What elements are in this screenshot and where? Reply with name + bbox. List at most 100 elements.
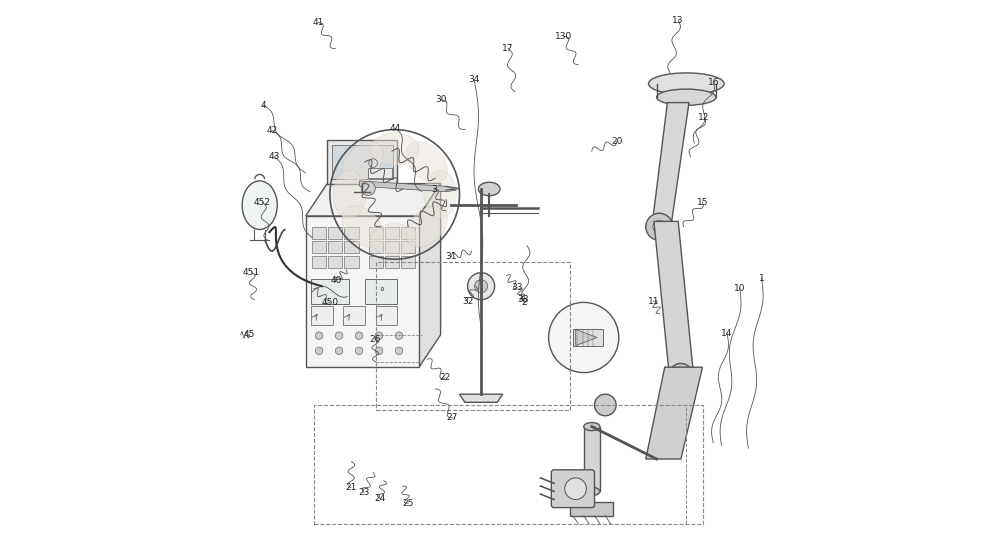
- Text: 451: 451: [243, 268, 260, 277]
- Bar: [570, 502, 613, 516]
- Text: 34: 34: [468, 76, 480, 84]
- Polygon shape: [646, 367, 702, 459]
- Text: 23: 23: [358, 488, 370, 497]
- Bar: [401, 241, 415, 253]
- Bar: [401, 255, 415, 268]
- Polygon shape: [576, 329, 597, 346]
- Text: 14: 14: [721, 329, 732, 338]
- Circle shape: [355, 347, 363, 355]
- Text: 32: 32: [462, 297, 473, 306]
- Polygon shape: [360, 181, 457, 192]
- Text: 20: 20: [611, 137, 622, 146]
- Bar: [369, 241, 383, 253]
- Text: 22: 22: [439, 374, 451, 382]
- Bar: [311, 306, 333, 325]
- Circle shape: [355, 332, 363, 340]
- Text: 16: 16: [708, 78, 719, 86]
- Bar: [328, 241, 342, 253]
- Circle shape: [475, 280, 488, 293]
- Bar: [327, 140, 397, 184]
- Text: 11: 11: [648, 297, 659, 306]
- Ellipse shape: [584, 422, 600, 431]
- Circle shape: [549, 302, 619, 373]
- Circle shape: [375, 332, 383, 340]
- Circle shape: [653, 220, 666, 233]
- Bar: [328, 227, 342, 239]
- Bar: [344, 255, 359, 268]
- Text: 24: 24: [374, 494, 386, 503]
- Text: 38: 38: [517, 295, 529, 304]
- Circle shape: [468, 273, 495, 300]
- Text: 31: 31: [446, 252, 457, 261]
- Ellipse shape: [242, 181, 277, 230]
- Ellipse shape: [657, 89, 716, 105]
- Text: 452: 452: [254, 198, 271, 207]
- Polygon shape: [419, 184, 441, 367]
- Text: 21: 21: [345, 483, 357, 492]
- Ellipse shape: [370, 133, 419, 165]
- Circle shape: [669, 363, 693, 387]
- Bar: [401, 227, 415, 239]
- Ellipse shape: [424, 170, 456, 219]
- Ellipse shape: [370, 224, 419, 256]
- Text: 15: 15: [697, 198, 708, 207]
- Bar: [369, 255, 383, 268]
- Ellipse shape: [406, 141, 447, 183]
- Text: 40: 40: [330, 276, 342, 285]
- Text: 43: 43: [269, 152, 280, 161]
- Bar: [314, 405, 702, 524]
- Text: 450: 450: [321, 298, 338, 307]
- Bar: [365, 279, 397, 303]
- Circle shape: [335, 332, 343, 340]
- Circle shape: [565, 478, 586, 500]
- Bar: [344, 227, 359, 239]
- Bar: [311, 279, 349, 303]
- Text: 25: 25: [403, 499, 414, 508]
- Circle shape: [335, 347, 343, 355]
- Bar: [312, 255, 326, 268]
- Text: 1: 1: [758, 274, 764, 282]
- Polygon shape: [651, 103, 689, 232]
- Bar: [312, 241, 326, 253]
- Polygon shape: [306, 184, 441, 216]
- Text: 30: 30: [435, 96, 446, 104]
- FancyBboxPatch shape: [551, 470, 594, 508]
- Circle shape: [646, 213, 673, 240]
- Polygon shape: [460, 394, 503, 402]
- Text: 17: 17: [502, 44, 514, 53]
- Text: 42: 42: [266, 126, 278, 135]
- Bar: [376, 306, 397, 325]
- Text: 45: 45: [244, 330, 255, 339]
- Circle shape: [395, 332, 403, 340]
- Text: 3: 3: [431, 185, 437, 193]
- Circle shape: [315, 347, 323, 355]
- Ellipse shape: [584, 487, 600, 496]
- Ellipse shape: [406, 206, 447, 247]
- Text: 2: 2: [521, 298, 527, 307]
- Text: 33: 33: [512, 284, 523, 292]
- Text: 44: 44: [390, 124, 401, 133]
- Text: 41: 41: [312, 18, 324, 27]
- Ellipse shape: [342, 206, 383, 247]
- Circle shape: [361, 181, 375, 195]
- Circle shape: [375, 347, 383, 355]
- Bar: [369, 227, 383, 239]
- Text: 26: 26: [369, 335, 380, 343]
- Bar: [385, 255, 399, 268]
- Text: 12: 12: [698, 113, 710, 122]
- Bar: [328, 255, 342, 268]
- Polygon shape: [654, 221, 694, 383]
- FancyBboxPatch shape: [306, 216, 419, 367]
- Circle shape: [395, 347, 403, 355]
- Bar: [344, 241, 359, 253]
- Bar: [573, 329, 603, 346]
- Bar: [385, 227, 399, 239]
- Bar: [312, 227, 326, 239]
- Circle shape: [594, 394, 616, 416]
- Ellipse shape: [342, 141, 383, 183]
- Bar: [343, 306, 365, 325]
- Bar: [385, 241, 399, 253]
- Text: 13: 13: [672, 16, 684, 25]
- Circle shape: [676, 370, 686, 381]
- Text: 130: 130: [555, 32, 572, 40]
